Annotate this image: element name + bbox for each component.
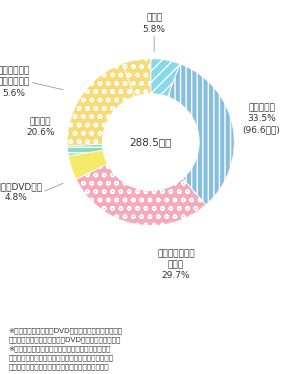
Wedge shape: [67, 144, 103, 156]
Text: 商品化権
20.6%: 商品化権 20.6%: [26, 117, 55, 137]
Text: 288.5億円: 288.5億円: [130, 137, 172, 147]
Text: ※商品化権、ビデオ・DVD化権には、キャラクターな
　どの商品の売上、ビデオ・DVDの売上は含まない。
※各項目に明確に分類出来ない場合には、番組放送
　権に分: ※商品化権、ビデオ・DVD化権には、キャラクターな どの商品の売上、ビデオ・DV…: [9, 327, 123, 370]
Text: 番組放送権
33.5%
(96.6億円): 番組放送権 33.5% (96.6億円): [243, 103, 280, 134]
Text: その他
5.8%: その他 5.8%: [143, 13, 166, 34]
Wedge shape: [168, 64, 234, 205]
Wedge shape: [123, 59, 151, 96]
Text: フォーマット
・リメイク権
5.6%: フォーマット ・リメイク権 5.6%: [0, 67, 30, 98]
Text: ビデオ・DVD化権
4.8%: ビデオ・DVD化権 4.8%: [0, 182, 42, 202]
Wedge shape: [151, 59, 180, 97]
Wedge shape: [76, 164, 206, 226]
Wedge shape: [68, 150, 107, 180]
Text: インターネット
配信権
29.7%: インターネット 配信権 29.7%: [157, 249, 195, 280]
Wedge shape: [67, 64, 135, 146]
